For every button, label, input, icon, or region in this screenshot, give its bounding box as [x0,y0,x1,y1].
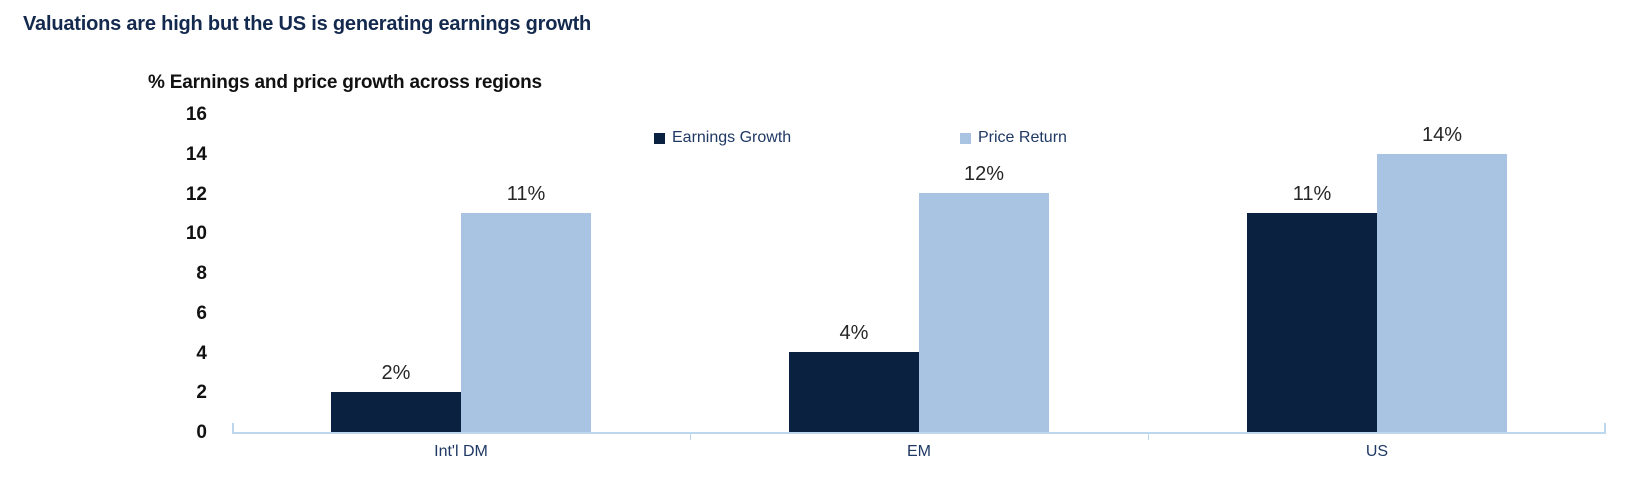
data-label-price-return-int-l-dm: 11% [506,183,546,205]
data-label-earnings-growth-us: 11% [1292,183,1332,205]
y-axis-tick-label-16: 16 [185,104,207,125]
bar-earnings-growth-em [789,352,919,432]
price-return-swatch-icon [960,132,971,144]
bar-price-return-int-l-dm [461,213,591,432]
earnings-growth-swatch-icon [654,132,665,144]
bar-earnings-growth-us [1247,213,1377,432]
y-axis-tick-label-4: 4 [196,342,207,364]
bar-price-return-us [1377,154,1507,432]
chart-title: % Earnings and price growth across regio… [148,72,542,93]
bar-price-return-em [919,193,1049,432]
x-axis-label-int-l-dm: Int'l DM [434,443,488,460]
legend-item-price-return: Price Return [960,129,1067,147]
y-axis-tick-label-8: 8 [196,263,207,284]
data-label-earnings-growth-int-l-dm: 2% [381,362,411,384]
axis-right-end-tick [1604,423,1606,433]
data-label-price-return-em: 12% [963,163,1005,185]
bar-earnings-growth-int-l-dm [331,392,461,432]
x-axis-label-us: US [1365,443,1389,460]
x-axis-boundary-tick [1148,434,1149,440]
legend-item-earnings-growth: Earnings Growth [654,129,791,147]
y-axis-tick-label-0: 0 [196,422,207,443]
x-axis-label-em: EM [907,443,931,460]
x-axis-boundary-tick [690,434,691,440]
page-title: Valuations are high but the US is genera… [23,13,592,35]
y-axis-tick-label-6: 6 [196,302,207,324]
data-label-price-return-us: 14% [1421,124,1463,146]
y-axis-tick-label-10: 10 [185,223,207,245]
y-axis-tick-label-2: 2 [196,382,207,404]
axis-left-end-tick [232,423,234,433]
x-axis-line [232,432,1606,434]
legend-label-price-return: Price Return [978,129,1067,146]
legend-label-earnings-growth: Earnings Growth [672,129,792,146]
data-label-earnings-growth-em: 4% [839,322,869,344]
y-axis-tick-label-12: 12 [185,183,207,205]
y-axis-tick-label-14: 14 [185,143,207,165]
